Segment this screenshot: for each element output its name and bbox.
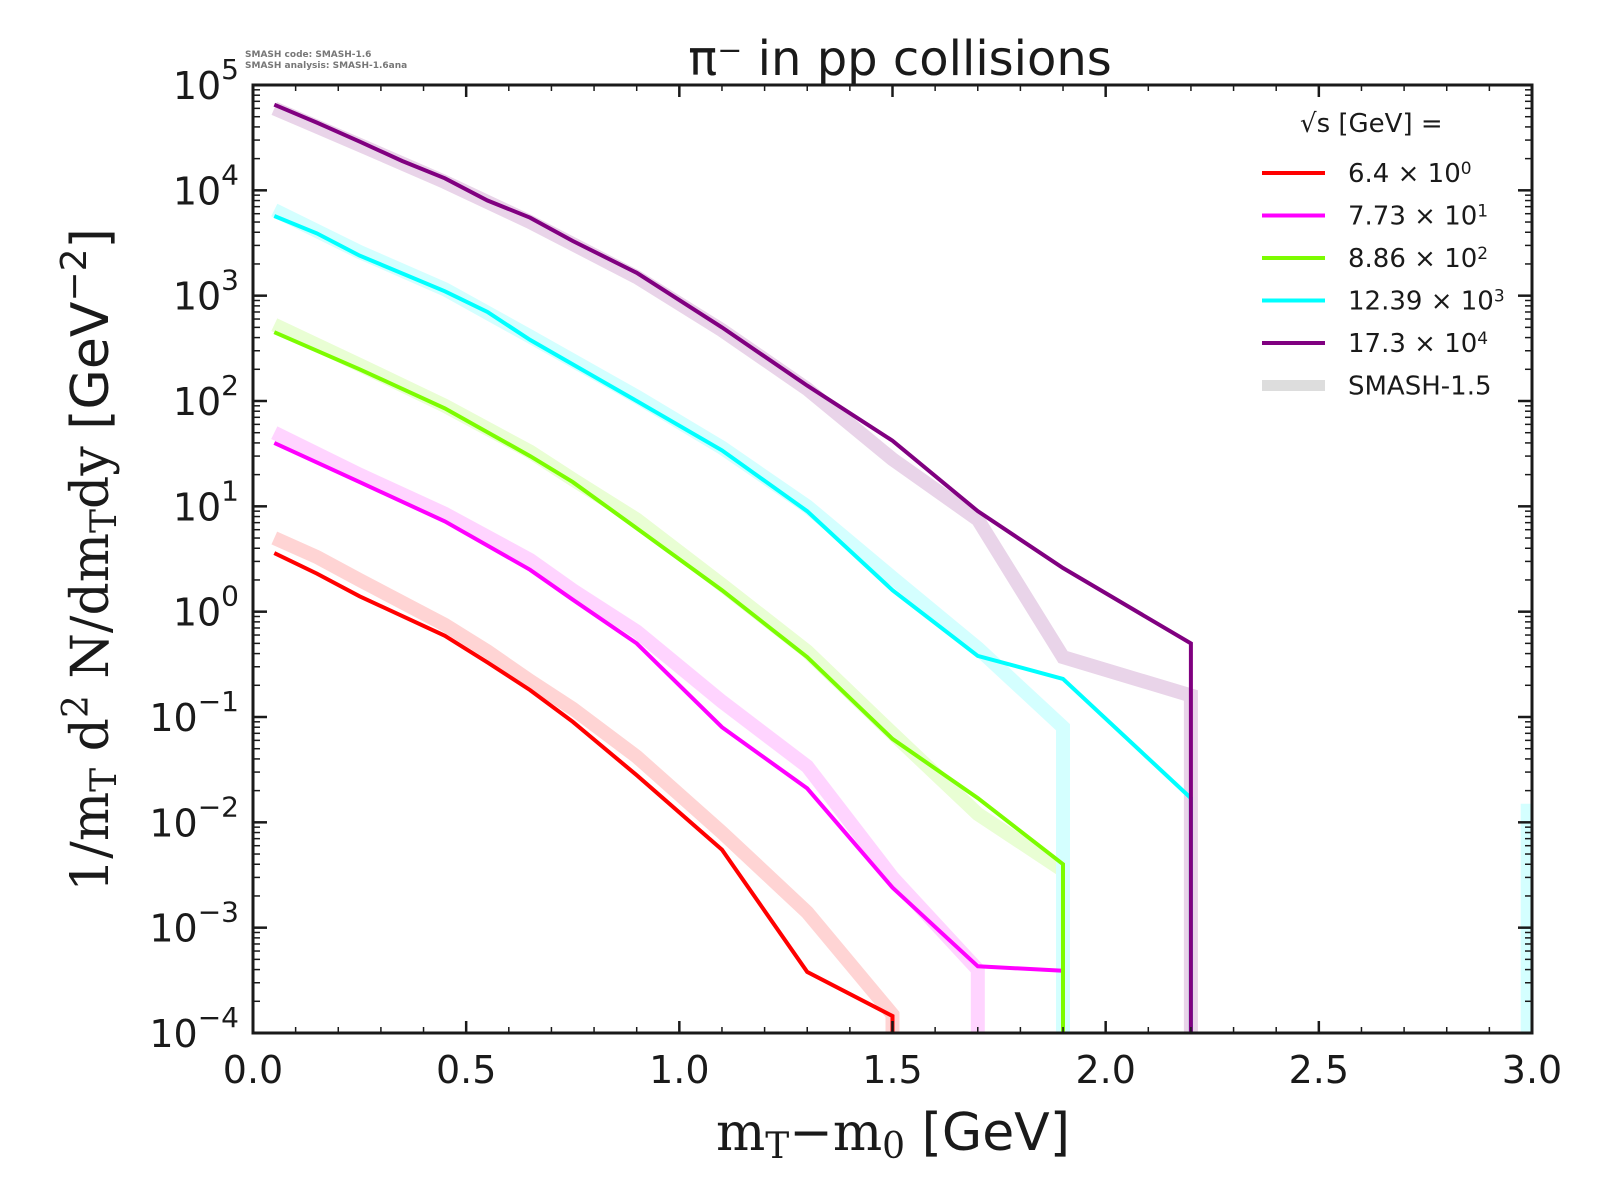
y-tick-label: 103 <box>173 264 239 319</box>
y-tick-label: 102 <box>173 369 239 424</box>
series-line-7-73-10-1 <box>273 441 1064 973</box>
smash-analysis-version: SMASH analysis: SMASH-1.6ana <box>245 61 407 71</box>
x-tick-label: 1.0 <box>649 1048 709 1092</box>
x-axis-label: mT−m0 [GeV] <box>716 1103 1070 1167</box>
reference-line-smash-1-5-77-3 <box>271 426 985 1033</box>
legend-title: √s [GeV] = <box>1300 109 1443 139</box>
y-tick-labels: 105 104 103 102 101 100 10−1 10−2 10−3 10−4 <box>149 53 239 1056</box>
chart-title: π⁻ in pp collisions <box>688 31 1112 87</box>
reference-line-smash-1-5-6-4 <box>271 531 900 1033</box>
plot-frame <box>251 83 1534 1035</box>
x-tick-label: 0.5 <box>436 1048 496 1092</box>
y-tick-label: 10−3 <box>149 896 239 951</box>
y-axis-label: 1/mT d2 N/dmTdy [GeV−2] <box>54 228 125 892</box>
legend: √s [GeV] = 6.4 × 100 7.73 × 101 8.86 × 102… <box>1262 109 1505 402</box>
reference-series-group <box>271 101 1532 1033</box>
series-line-8-86-10-2 <box>273 330 1065 1033</box>
legend-entry-label: 6.4 × 100 <box>1348 159 1472 189</box>
reference-line-smash-1-5-17300 <box>271 101 1198 1033</box>
legend-entry-label: 12.39 × 103 <box>1348 287 1505 317</box>
smash-code-version: SMASH code: SMASH-1.6 <box>245 50 371 60</box>
reference-line-smash-1-5-12390 <box>271 203 1070 1033</box>
x-tick-labels: 0.0 0.5 1.0 1.5 2.0 2.5 3.0 <box>223 1048 1562 1092</box>
series-line-17-3-10-4 <box>273 102 1193 1033</box>
y-tick-label: 10−1 <box>149 685 239 740</box>
y-tick-label: 101 <box>173 474 239 529</box>
legend-entry-label: 8.86 × 102 <box>1348 244 1488 274</box>
series-group <box>273 102 1193 1033</box>
x-tick-label: 1.5 <box>862 1048 922 1092</box>
legend-entry-label: 7.73 × 101 <box>1348 202 1488 232</box>
x-tick-label: 0.0 <box>223 1048 283 1092</box>
y-tick-label: 10−2 <box>149 790 239 845</box>
y-tick-label: 100 <box>173 580 239 635</box>
x-tick-label: 2.0 <box>1075 1048 1135 1092</box>
legend-entry-label: SMASH-1.5 <box>1348 372 1492 402</box>
y-tick-label: 104 <box>173 158 239 213</box>
y-tick-label: 10−4 <box>149 1001 239 1056</box>
y-tick-label: 105 <box>173 53 239 108</box>
x-tick-label: 2.5 <box>1289 1048 1349 1092</box>
legend-entry-label: 17.3 × 104 <box>1348 329 1488 359</box>
series-line-12-39-10-3 <box>273 214 1193 1033</box>
axis-ticks <box>251 83 1534 1035</box>
series-line-6-4-10-0 <box>273 551 895 1033</box>
x-tick-label: 3.0 <box>1502 1048 1562 1092</box>
